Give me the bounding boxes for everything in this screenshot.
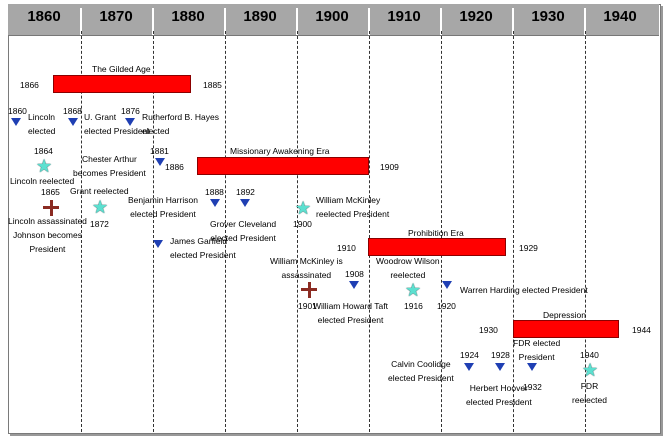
era-start-year: 1930 xyxy=(479,325,498,335)
event-label-garfield: James Garfield elected President xyxy=(170,236,236,260)
decade-gridline xyxy=(81,31,82,432)
decade-divider xyxy=(152,8,154,35)
era-title-depression: Depression xyxy=(543,310,586,320)
decade-label: 1930 xyxy=(531,8,565,25)
event-year: 1872 xyxy=(90,219,109,229)
event-year: 1876 xyxy=(121,106,140,116)
event-label-lincoln-assassinated: Lincoln assassinated Johnson becomes Pre… xyxy=(8,216,87,254)
event-year: 1928 xyxy=(491,350,510,360)
decade-label: 1900 xyxy=(315,8,349,25)
election-marker-icon xyxy=(464,363,474,371)
reelection-star-icon: ★ xyxy=(92,197,109,217)
decade-divider xyxy=(584,8,586,35)
event-label-taft: William Howard Taft elected President xyxy=(313,301,388,325)
event-year: 1881 xyxy=(150,146,169,156)
assassination-cross-icon xyxy=(301,282,317,298)
event-label-mckinley-assassinated: William McKinley is assassinated xyxy=(270,256,343,280)
event-label-mckinley-reelected: William McKinley reelected President xyxy=(316,195,390,219)
election-marker-icon xyxy=(495,363,505,371)
decade-gridline xyxy=(153,31,154,432)
event-label-coolidge: Calvin Coolidge elected President xyxy=(388,359,454,383)
event-year: 1865 xyxy=(41,187,60,197)
event-year: 1920 xyxy=(437,301,456,311)
event-label-arthur: Chester Arthur becomes President xyxy=(73,154,146,178)
decade-label: 1910 xyxy=(387,8,421,25)
decade-gridline xyxy=(225,31,226,432)
event-label-fdr-reelected: FDR reelected xyxy=(572,381,607,405)
decade-divider xyxy=(368,8,370,35)
event-year: 1901 xyxy=(298,301,317,311)
era-start-year: 1886 xyxy=(165,162,184,172)
event-label-fdr-elected: FDR elected President xyxy=(513,338,561,362)
era-start-year: 1866 xyxy=(20,80,39,90)
event-year: 1916 xyxy=(404,301,423,311)
era-bar-prohibition xyxy=(368,238,506,256)
event-label-wilson-reelected: Woodrow Wilson reelected xyxy=(376,256,440,280)
assassination-cross-icon xyxy=(43,200,59,216)
event-year: 1892 xyxy=(236,187,255,197)
election-marker-icon xyxy=(153,240,163,248)
event-year: 1888 xyxy=(205,187,224,197)
era-title-prohibition: Prohibition Era xyxy=(408,228,464,238)
era-bar-missionary xyxy=(197,157,369,175)
event-year: 1860 xyxy=(8,106,27,116)
era-start-year: 1910 xyxy=(337,243,356,253)
election-marker-icon xyxy=(210,199,220,207)
event-year: 1864 xyxy=(34,146,53,156)
reelection-star-icon: ★ xyxy=(582,360,599,380)
event-year: 1900 xyxy=(293,219,312,229)
decade-divider xyxy=(512,8,514,35)
election-marker-icon xyxy=(11,118,21,126)
election-marker-icon xyxy=(527,363,537,371)
event-label-lincoln-reelected: Lincoln reelected xyxy=(10,176,75,186)
election-marker-icon xyxy=(125,118,135,126)
event-label-grant-reelected: Grant reelected xyxy=(70,186,129,196)
reelection-star-icon: ★ xyxy=(36,156,53,176)
election-marker-icon xyxy=(155,158,165,166)
event-label-harding: Warren Harding elected President xyxy=(460,285,588,295)
decade-divider xyxy=(296,8,298,35)
election-marker-icon xyxy=(349,281,359,289)
era-end-year: 1929 xyxy=(519,243,538,253)
event-year: 1932 xyxy=(523,382,542,392)
election-marker-icon xyxy=(442,281,452,289)
decade-divider xyxy=(440,8,442,35)
event-label-lincoln-elected: Lincoln elected xyxy=(28,112,56,136)
decade-gridline xyxy=(369,31,370,432)
decade-divider xyxy=(224,8,226,35)
decade-gridline xyxy=(513,31,514,432)
era-bar-gilded-age xyxy=(53,75,191,93)
decade-divider xyxy=(80,8,82,35)
event-label-hoover: Herbert Hoover elected President xyxy=(466,383,532,407)
event-label-grant-elected: U. Grant elected President xyxy=(84,112,150,136)
event-year: 1924 xyxy=(460,350,479,360)
decade-gridline xyxy=(297,31,298,432)
election-marker-icon xyxy=(68,118,78,126)
era-end-year: 1885 xyxy=(203,80,222,90)
era-end-year: 1944 xyxy=(632,325,651,335)
decade-label: 1920 xyxy=(459,8,493,25)
decade-label: 1870 xyxy=(99,8,133,25)
event-label-hayes-elected: Rutherford B. Hayes elected xyxy=(142,112,220,136)
decade-label: 1880 xyxy=(171,8,205,25)
event-label-harrison: Benjamin Harrison elected President xyxy=(128,195,198,219)
decade-gridline xyxy=(441,31,442,432)
decade-label: 1860 xyxy=(27,8,61,25)
decade-label: 1890 xyxy=(243,8,277,25)
reelection-star-icon: ★ xyxy=(405,280,422,300)
era-end-year: 1909 xyxy=(380,162,399,172)
decade-label: 1940 xyxy=(603,8,637,25)
era-title-gilded-age: The Gilded Age xyxy=(92,64,151,74)
event-year: 1940 xyxy=(580,350,599,360)
decade-gridline xyxy=(585,31,586,432)
era-title-missionary: Missionary Awakening Era xyxy=(230,146,330,156)
reelection-star-icon: ★ xyxy=(295,198,312,218)
decade-header: 1860 1870 1880 1890 1900 1910 1920 1930 … xyxy=(8,4,659,36)
event-year: 1908 xyxy=(345,269,364,279)
election-marker-icon xyxy=(240,199,250,207)
event-label-cleveland: Grover Cleveland elected President xyxy=(210,219,277,243)
event-year: 1868 xyxy=(63,106,82,116)
era-bar-depression xyxy=(513,320,619,338)
